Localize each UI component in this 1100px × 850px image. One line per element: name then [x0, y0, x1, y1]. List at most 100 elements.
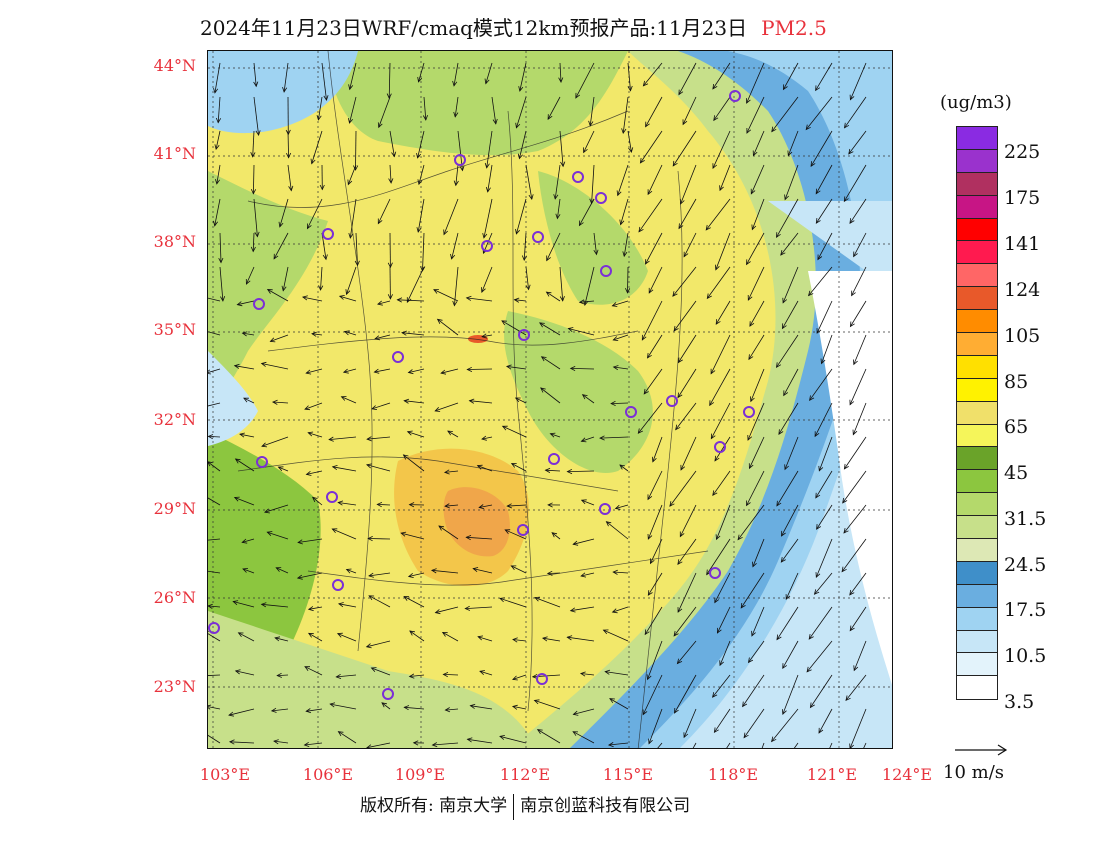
wind-vector-head [403, 398, 410, 404]
wind-vector [304, 402, 323, 410]
wind-vector [267, 289, 289, 302]
wind-vector-head [465, 535, 472, 541]
wind-vector-head [672, 160, 678, 167]
wind-vector-head [506, 503, 513, 509]
wind-vector-head [580, 572, 587, 578]
wind-vector-head [677, 392, 683, 399]
wind-vector-head [464, 605, 471, 611]
lon-label-115: 115°E [602, 765, 654, 784]
wind-vector [320, 266, 323, 291]
wind-vector [273, 232, 289, 259]
wind-vector [438, 525, 459, 540]
wind-vector-head [215, 178, 221, 185]
wind-vector-head [515, 122, 521, 129]
wind-vector-head [345, 568, 352, 574]
wind-vector-head [714, 597, 720, 604]
wind-vector [605, 671, 629, 676]
wind-vector-head [805, 124, 811, 131]
wind-vector [683, 232, 697, 257]
wind-vector [547, 572, 561, 574]
wind-vector-head [387, 294, 393, 300]
wind-vector [712, 674, 731, 698]
wind-vector-head [578, 299, 585, 305]
wind-vector [782, 674, 799, 715]
wind-vector-head [815, 572, 821, 578]
credit-left: 版权所有: 南京大学 [360, 796, 508, 816]
wind-vector [512, 706, 527, 710]
wind-vector [581, 572, 595, 577]
wind-vector-head [776, 500, 782, 507]
wind-vector [306, 470, 323, 475]
wind-vector-head [331, 465, 338, 471]
wind-vector-head [208, 461, 213, 467]
wind-vector [477, 636, 493, 642]
wind-vector-head [672, 291, 678, 297]
wind-vector-head [849, 589, 855, 596]
wind-vector-head [752, 561, 757, 568]
wind-vector [404, 400, 425, 404]
wind-vector [623, 232, 629, 257]
wind-vector-head [368, 572, 374, 578]
wind-vector-head [286, 152, 292, 159]
wind-vector [750, 368, 765, 402]
wind-vector-head [737, 534, 743, 541]
colorbar-label: 175 [1004, 187, 1041, 209]
wind-vector [710, 334, 731, 374]
wind-vector [401, 532, 425, 540]
wind-vector [441, 368, 459, 374]
wind-vector [208, 331, 221, 336]
wind-vector [397, 299, 425, 302]
wind-vector [403, 596, 425, 608]
colorbar-segment [957, 424, 997, 448]
wind-vector [435, 402, 459, 412]
wind-vector-head [843, 196, 849, 203]
wind-vector [237, 300, 255, 306]
wind-vector [505, 529, 527, 540]
wind-vector [499, 598, 527, 608]
wind-vector-head [501, 320, 507, 326]
wind-vector-head [512, 637, 518, 643]
wind-vector [302, 296, 323, 302]
wind-vector [332, 528, 357, 540]
wind-vector [581, 499, 595, 506]
wind-vector-head [572, 710, 579, 716]
wind-vectors [208, 62, 867, 748]
wind-vector-head [740, 602, 746, 609]
wind-vector-head [751, 224, 757, 231]
wind-vector-head [845, 695, 851, 702]
wind-vector [368, 538, 391, 540]
colorbar-label: 105 [1004, 325, 1041, 347]
wind-vector-head [282, 86, 288, 93]
wind-vector-head [814, 431, 820, 438]
wind-vector [435, 606, 459, 614]
wind-vector [506, 366, 527, 370]
wind-vector [374, 368, 391, 373]
wind-vector-head [453, 111, 459, 118]
wind-vector [252, 232, 255, 252]
wind-vector-head [510, 463, 517, 468]
wind-vector [848, 130, 867, 155]
wind-vector-head [436, 318, 443, 324]
wind-vector-head [342, 368, 349, 374]
wind-vector-head [607, 742, 614, 748]
wind-vector [433, 289, 459, 302]
wind-vector-head [622, 251, 628, 258]
wind-vector-head [422, 115, 428, 121]
wind-vector-head [538, 322, 545, 328]
wind-vector-head [484, 162, 490, 169]
wind-vector [445, 708, 459, 711]
wind-vector-head [243, 397, 249, 403]
wind-vector-head [402, 454, 409, 460]
wind-vector [515, 397, 527, 404]
wind-vector-head [547, 502, 553, 508]
wind-vector [783, 62, 799, 90]
wind-vector [780, 538, 799, 563]
wind-vector-head [412, 740, 419, 746]
wind-vector-head [705, 224, 711, 231]
wind-vector-head [771, 736, 777, 743]
wind-vector [272, 401, 289, 404]
colorbar-label: 17.5 [1004, 599, 1047, 621]
wind-vector-head [719, 185, 724, 192]
colorbar-segment [957, 310, 997, 334]
wind-vector-head [536, 729, 543, 735]
